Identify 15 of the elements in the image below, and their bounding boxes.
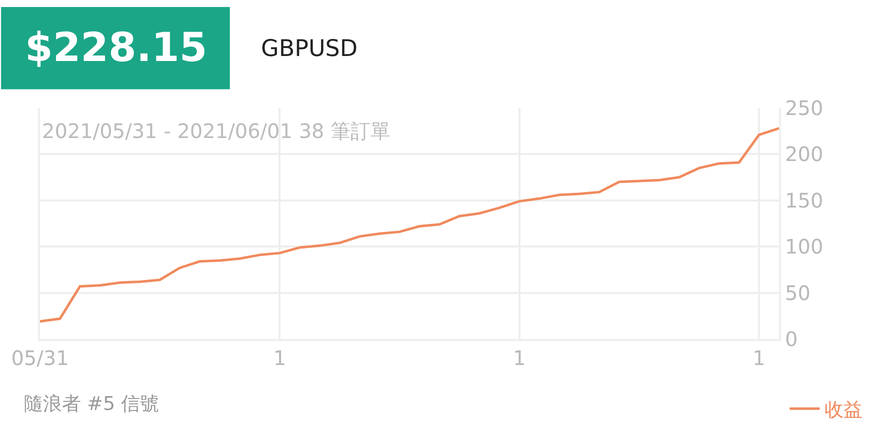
annotation: 2021/05/31 - 2021/06/01 38 筆訂單 xyxy=(42,119,391,143)
x-tick-label: 1 xyxy=(512,346,526,370)
y-tick-label: 50 xyxy=(785,280,810,305)
y-tick-label: 150 xyxy=(785,188,824,212)
x-tick-label: 05/31 xyxy=(11,346,69,370)
legend-label: 收益 xyxy=(824,399,863,422)
y-tick-label: 100 xyxy=(785,234,824,259)
y-tick-label: 0 xyxy=(785,327,798,351)
chart-title: $228.15 xyxy=(25,25,208,71)
y-tick-label: 200 xyxy=(785,142,824,166)
y-tick-label: 250 xyxy=(785,96,824,120)
x-tick-label: 1 xyxy=(752,346,766,370)
x-tick-label: 1 xyxy=(273,346,286,370)
chart-subtitle: GBPUSD xyxy=(261,36,358,62)
text: 隨浪者 #5 信號 xyxy=(24,393,160,415)
